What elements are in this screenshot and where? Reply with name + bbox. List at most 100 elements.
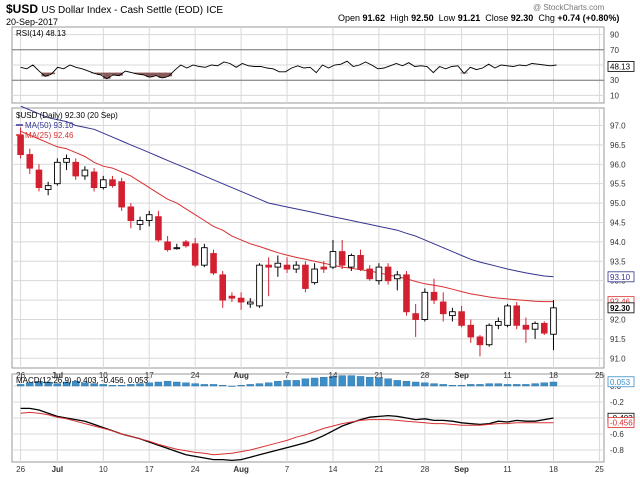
candle-body — [201, 247, 208, 266]
candle-body — [421, 291, 429, 320]
candle-body — [292, 264, 300, 270]
candle-body — [155, 216, 162, 241]
macd-tick-label: -0.8 — [610, 446, 624, 455]
candle-body — [458, 311, 465, 326]
x-tick-label: 7 — [285, 371, 290, 380]
macd-value-label: -0.456 — [610, 418, 633, 427]
candle-body — [228, 295, 236, 299]
high-value: 92.50 — [411, 13, 434, 23]
candle-body — [329, 251, 337, 268]
ma25-legend: MA(25) 92.46 — [25, 131, 74, 140]
macd-histogram-bar — [200, 384, 209, 387]
macd-histogram-bar — [191, 383, 199, 387]
x-tick-label: 21 — [374, 465, 383, 474]
candle-body — [439, 301, 447, 315]
price-value-label: 92.46 — [610, 298, 631, 307]
macd-histogram-bar — [448, 385, 457, 387]
macd-histogram-bar — [246, 384, 254, 387]
candle-body — [182, 241, 190, 247]
candle-body — [403, 274, 410, 313]
candle-body — [495, 320, 502, 326]
macd-histogram-bar — [16, 384, 25, 387]
candle-body — [35, 169, 43, 189]
x-tick-label: 17 — [145, 371, 154, 380]
candle-body — [504, 305, 511, 326]
macd-histogram-bar — [163, 381, 172, 387]
candle-body — [513, 305, 521, 326]
x-tick-label: Sep — [454, 371, 469, 380]
price-tick-label: 96.0 — [610, 160, 626, 169]
macd-histogram-bar — [540, 382, 548, 387]
candle-body — [164, 241, 171, 251]
price-value-box — [607, 302, 635, 314]
candle-body — [118, 181, 125, 208]
candle-body — [430, 291, 438, 301]
x-tick-label: Sep — [454, 465, 469, 474]
candle-body — [274, 262, 282, 268]
candle-body — [357, 255, 364, 270]
price-tick-label: 91.5 — [610, 335, 626, 344]
price-tick-label: 96.5 — [610, 141, 626, 150]
candle-body — [320, 266, 328, 270]
macd-histogram-bar — [384, 378, 392, 387]
macd-histogram-bar — [90, 383, 98, 387]
candle-body — [219, 274, 227, 301]
ma50-line — [20, 105, 554, 278]
macd-histogram-bar — [292, 380, 300, 387]
candle-body — [265, 264, 272, 268]
candle-body — [449, 311, 456, 317]
x-tick-label: 25 — [595, 371, 604, 380]
candle-body — [210, 253, 217, 274]
macd-histogram-bar — [274, 381, 282, 387]
price-value-label: 92.30 — [610, 304, 631, 313]
candle-body — [338, 251, 346, 266]
macd-histogram-bar — [154, 381, 163, 387]
candle-body — [191, 243, 199, 266]
price-tick-label: 91.0 — [610, 354, 626, 363]
x-tick-label: 7 — [285, 465, 290, 474]
macd-tick-label: -0.6 — [610, 430, 624, 439]
candle-body — [375, 266, 383, 282]
ma25-line — [20, 130, 554, 303]
macd-histogram-bar — [439, 384, 447, 387]
macd-histogram-bar — [182, 382, 190, 387]
x-tick-label: 14 — [329, 371, 338, 380]
x-tick-label: 26 — [16, 465, 25, 474]
watermark: @ StockCharts.com — [533, 3, 605, 12]
open-value: 91.62 — [362, 13, 386, 23]
candle-body — [90, 171, 98, 189]
price-value-label: 93.10 — [610, 273, 631, 282]
x-tick-label: Aug — [233, 371, 249, 380]
macd-histogram-bar — [411, 381, 420, 387]
macd-histogram-bar — [393, 380, 401, 387]
candle-body — [412, 313, 419, 320]
macd-histogram-bar — [219, 385, 227, 387]
candle-body — [72, 161, 80, 177]
macd-histogram-bar — [347, 375, 356, 387]
candle-body — [17, 134, 24, 156]
x-tick-label: 25 — [595, 465, 604, 474]
x-tick-label: 26 — [16, 371, 25, 380]
candle-body — [145, 214, 153, 221]
candle-body — [136, 220, 144, 225]
candle-body — [127, 206, 135, 221]
macd-histogram-bar — [476, 384, 484, 387]
candle-body — [302, 264, 309, 289]
chg-label: Chg — [538, 13, 555, 23]
candle-body — [99, 179, 107, 189]
macd-value-box — [607, 376, 635, 388]
x-tick-label: 21 — [374, 371, 383, 380]
macd-histogram-bar — [117, 385, 126, 387]
candle-body — [366, 268, 374, 280]
candle-body — [109, 179, 116, 187]
rsi-tick-label: 10 — [610, 91, 619, 100]
instrument-name: US Dollar Index - Cash Settle (EOD) — [41, 5, 204, 16]
low-value: 91.21 — [457, 13, 481, 23]
macd-histogram-bar — [145, 382, 153, 387]
symbol: $USD — [6, 2, 39, 16]
symbol-title: $USD US Dollar Index - Cash Settle (EOD)… — [6, 2, 223, 16]
macd-histogram-bar — [356, 376, 365, 387]
